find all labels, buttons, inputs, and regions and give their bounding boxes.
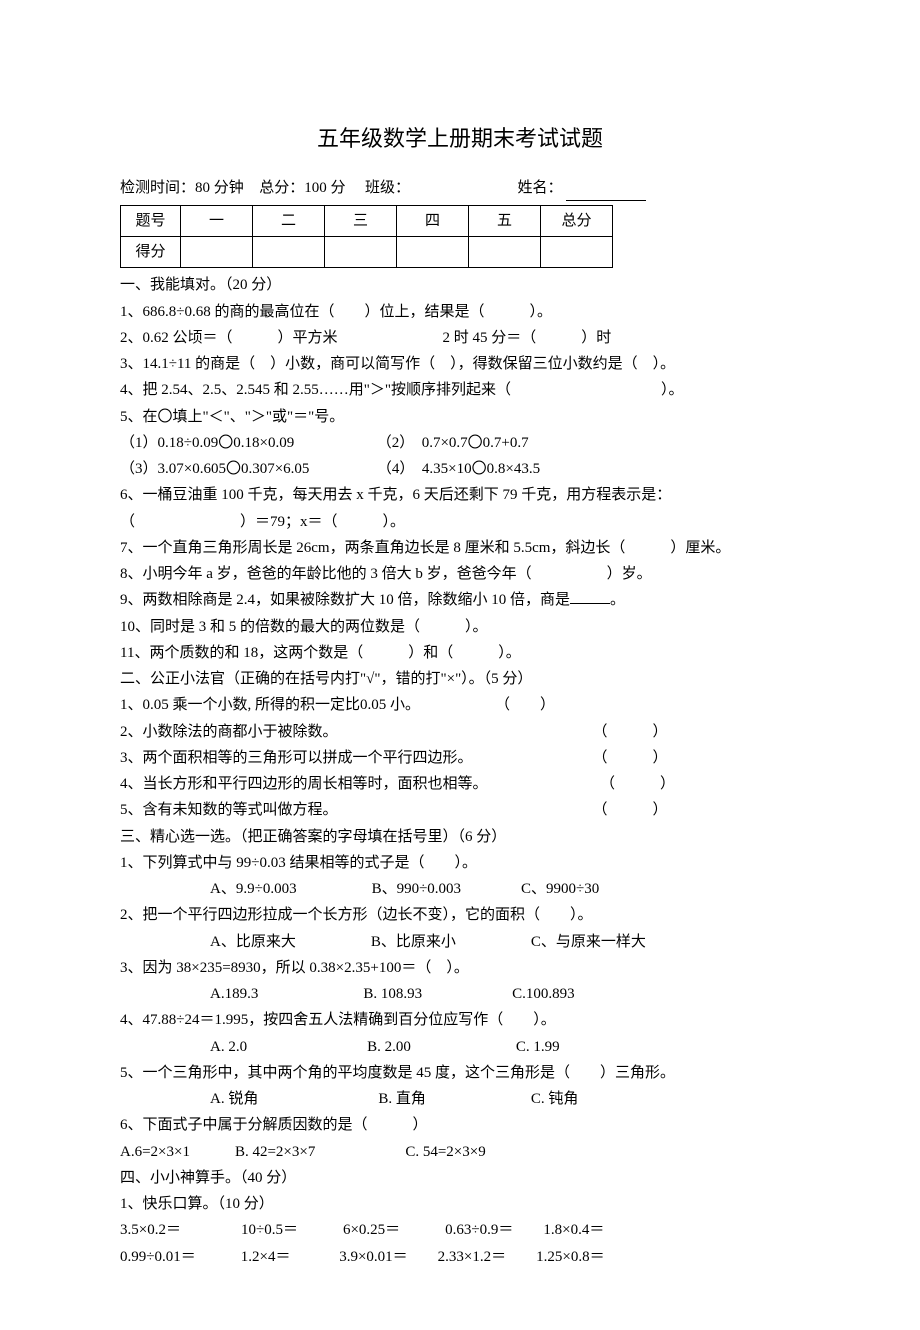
q3-5: 5、一个三角形中，其中两个角的平均度数是 45 度，这个三角形是（ ）三角形。: [120, 1060, 800, 1086]
q1-6: 6、一桶豆油重 100 千克，每天用去 x 千克，6 天后还剩下 79 千克，用…: [120, 482, 800, 508]
table-header: 一: [181, 205, 253, 236]
q4-r1: 3.5×0.2＝ 10÷0.5＝ 6×0.25＝ 0.63÷0.9＝ 1.8×0…: [120, 1217, 800, 1243]
q3-4-opts: A. 2.0 B. 2.00 C. 1.99: [120, 1034, 800, 1060]
section-1-head: 一、我能填对。（20 分）: [120, 272, 800, 298]
q3-6: 6、下面式子中属于分解质因数的是（ ）: [120, 1112, 800, 1138]
q2-2: 2、小数除法的商都小于被除数。 （ ）: [120, 719, 800, 745]
q1-5: 5、在〇填上"＜"、"＞"或"＝"号。: [120, 404, 800, 430]
q1-4: 4、把 2.54、2.5、2.545 和 2.55……用"＞"按顺序排列起来（ …: [120, 377, 800, 403]
q1-1: 1、686.8÷0.68 的商的最高位在（ ）位上，结果是（ ）。: [120, 299, 800, 325]
table-cell: [469, 237, 541, 268]
q1-9-end: 。: [610, 592, 625, 608]
table-row-label: 得分: [121, 237, 181, 268]
q3-3-opts: A.189.3 B. 108.93 C.100.893: [120, 981, 800, 1007]
q1-10: 10、同时是 3 和 5 的倍数的最大的两位数是（ ）。: [120, 614, 800, 640]
table-header: 二: [253, 205, 325, 236]
table-cell: [397, 237, 469, 268]
page-title: 五年级数学上册期末考试试题: [120, 120, 800, 159]
q2-3: 3、两个面积相等的三角形可以拼成一个平行四边形。 （ ）: [120, 745, 800, 771]
q3-2: 2、把一个平行四边形拉成一个长方形（边长不变），它的面积（ ）。: [120, 902, 800, 928]
q3-2-opts: A、比原来大 B、比原来小 C、与原来一样大: [120, 929, 800, 955]
section-2-head: 二、公正小法官（正确的在括号内打"√"，错的打"×"）。（5 分）: [120, 666, 800, 692]
q3-5-opts: A. 锐角 B. 直角 C. 钝角: [120, 1086, 800, 1112]
q1-9: 9、两数相除商是 2.4，如果被除数扩大 10 倍，除数缩小 10 倍，商是 。: [120, 587, 800, 613]
time-label: 检测时间：80 分钟: [120, 180, 244, 196]
table-header: 总分: [541, 205, 613, 236]
q1-9-text: 9、两数相除商是 2.4，如果被除数扩大 10 倍，除数缩小 10 倍，商是: [120, 592, 570, 608]
q1-11: 11、两个质数的和 18，这两个数是（ ）和（ ）。: [120, 640, 800, 666]
table-cell: [181, 237, 253, 268]
q4-r2: 0.99÷0.01＝ 1.2×4＝ 3.9×0.01＝ 2.33×1.2＝ 1.…: [120, 1244, 800, 1270]
name-blank: [566, 200, 646, 201]
table-cell: [541, 237, 613, 268]
total-label: 总分：100 分: [259, 180, 345, 196]
section-4-head: 四、小小神算手。（40 分）: [120, 1165, 800, 1191]
q3-3: 3、因为 38×235=8930，所以 0.38×2.35+100＝（ ）。: [120, 955, 800, 981]
table-header: 四: [397, 205, 469, 236]
q2-1: 1、0.05 乘一个小数, 所得的积一定比0.05 小。 （ ）: [120, 692, 800, 718]
q2-5: 5、含有未知数的等式叫做方程。 （ ）: [120, 797, 800, 823]
q3-1-opts: A、9.9÷0.003 B、990÷0.003 C、9900÷30: [120, 876, 800, 902]
q1-5a: （1）0.18÷0.09〇0.18×0.09 （2） 0.7×0.7〇0.7+0…: [120, 430, 800, 456]
q1-8: 8、小明今年 a 岁，爸爸的年龄比他的 3 倍大 b 岁，爸爸今年（ ）岁。: [120, 561, 800, 587]
q1-2: 2、0.62 公顷＝（ ）平方米 2 时 45 分＝（ ）时: [120, 325, 800, 351]
score-table: 题号 一 二 三 四 五 总分 得分: [120, 205, 613, 269]
exam-meta: 检测时间：80 分钟 总分：100 分 班级： 姓名：: [120, 175, 800, 201]
q3-1: 1、下列算式中与 99÷0.03 结果相等的式子是（ ）。: [120, 850, 800, 876]
q1-7: 7、一个直角三角形周长是 26cm，两条直角边长是 8 厘米和 5.5cm，斜边…: [120, 535, 800, 561]
q1-6b: （ ）＝79；x＝（ ）。: [120, 509, 800, 535]
class-label: 班级：: [365, 180, 410, 196]
table-header: 题号: [121, 205, 181, 236]
name-label: 姓名：: [518, 180, 563, 196]
table-header: 三: [325, 205, 397, 236]
q2-4: 4、当长方形和平行四边形的周长相等时，面积也相等。 （ ）: [120, 771, 800, 797]
table-cell: [325, 237, 397, 268]
q1-5b: （3）3.07×0.605〇0.307×6.05 （4） 4.35×10〇0.8…: [120, 456, 800, 482]
table-cell: [253, 237, 325, 268]
q4-1: 1、快乐口算。（10 分）: [120, 1191, 800, 1217]
q3-4: 4、47.88÷24＝1.995，按四舍五人法精确到百分位应写作（ ）。: [120, 1007, 800, 1033]
q1-3: 3、14.1÷11 的商是（ ）小数，商可以简写作（ ），得数保留三位小数约是（…: [120, 351, 800, 377]
blank: [570, 603, 610, 604]
section-3-head: 三、精心选一选。（把正确答案的字母填在括号里）（6 分）: [120, 824, 800, 850]
table-header: 五: [469, 205, 541, 236]
q3-6-opts: A.6=2×3×1 B. 42=2×3×7 C. 54=2×3×9: [120, 1139, 800, 1165]
